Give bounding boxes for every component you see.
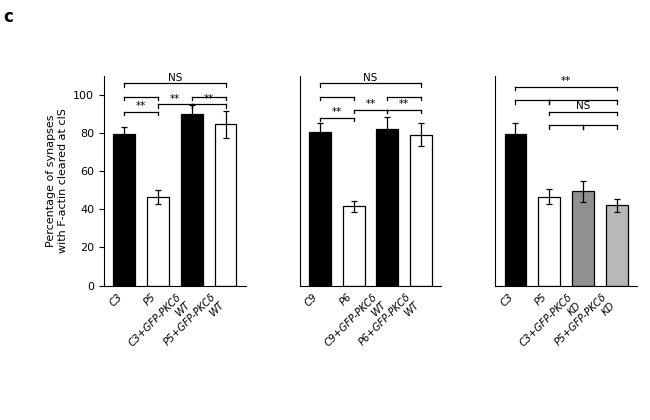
Bar bbox=[504, 134, 526, 286]
Text: **: ** bbox=[136, 101, 146, 111]
Text: NS: NS bbox=[363, 73, 378, 83]
Text: **: ** bbox=[332, 107, 342, 117]
Bar bbox=[376, 129, 398, 286]
Text: **: ** bbox=[170, 94, 180, 104]
Bar bbox=[343, 206, 365, 286]
Bar bbox=[181, 114, 203, 286]
Bar bbox=[572, 191, 594, 286]
Text: **: ** bbox=[365, 100, 376, 109]
Y-axis label: Percentage of synapses
with F-actin cleared at cIS: Percentage of synapses with F-actin clea… bbox=[46, 108, 68, 253]
Text: NS: NS bbox=[576, 101, 590, 111]
Bar bbox=[410, 135, 432, 286]
Bar bbox=[606, 205, 628, 286]
Bar bbox=[309, 132, 331, 286]
Text: **: ** bbox=[203, 94, 214, 104]
Bar bbox=[147, 197, 169, 286]
Text: **: ** bbox=[399, 100, 410, 109]
Bar bbox=[214, 124, 237, 286]
Bar bbox=[113, 134, 135, 286]
Text: c: c bbox=[3, 8, 13, 26]
Text: NS: NS bbox=[168, 73, 182, 83]
Text: **: ** bbox=[561, 76, 571, 87]
Bar bbox=[538, 197, 560, 286]
